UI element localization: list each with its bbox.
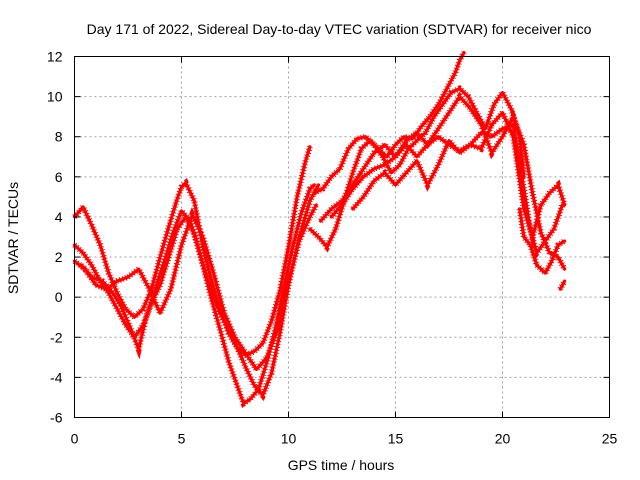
series-markers — [78, 183, 322, 402]
y-tick-label: -2 — [50, 329, 63, 345]
y-axis-label: SDTVAR / TECUs — [5, 182, 21, 294]
y-tick-label: 12 — [47, 49, 63, 65]
chart-title: Day 171 of 2022, Sidereal Day-to-day VTE… — [87, 21, 592, 37]
series-line — [558, 279, 567, 291]
axis-ticks — [74, 56, 610, 418]
series-trace-10 — [516, 207, 567, 278]
series-line — [72, 203, 318, 371]
y-tick-label: 4 — [55, 209, 63, 225]
x-axis-label: GPS time / hours — [288, 457, 395, 473]
y-tick-label: 0 — [55, 289, 63, 305]
series-trace-11 — [557, 279, 568, 291]
series-trace-1 — [72, 145, 313, 359]
x-tick-label: 20 — [495, 431, 511, 447]
series-trace-4 — [78, 183, 322, 402]
x-tick-label: 5 — [178, 431, 186, 447]
series-markers — [350, 107, 568, 248]
series-trace-8 — [329, 91, 568, 271]
series-trace-3 — [72, 203, 319, 375]
series-markers — [516, 208, 567, 278]
x-tick-label: 25 — [602, 431, 618, 447]
x-tick-label: 10 — [281, 431, 297, 447]
series-line — [351, 111, 567, 239]
x-tick-label: 0 — [71, 431, 79, 447]
series-markers — [329, 91, 568, 271]
series-markers — [72, 145, 313, 359]
data-series — [72, 50, 568, 409]
y-tick-label: 6 — [55, 169, 63, 185]
series-line — [72, 145, 312, 357]
y-tick-label: -6 — [50, 410, 63, 426]
series-trace-9 — [350, 107, 568, 248]
y-tick-label: 2 — [55, 249, 63, 265]
y-tick-label: 8 — [55, 129, 63, 145]
y-tick-label: -4 — [50, 369, 63, 385]
x-tick-label: 15 — [388, 431, 404, 447]
plot-frame — [74, 56, 610, 418]
tick-labels: 0 5 10 15 20 25 -6 -4 -2 0 2 4 6 8 10 12 — [47, 49, 618, 447]
grid-lines — [74, 56, 610, 418]
y-tick-label: 10 — [47, 89, 63, 105]
